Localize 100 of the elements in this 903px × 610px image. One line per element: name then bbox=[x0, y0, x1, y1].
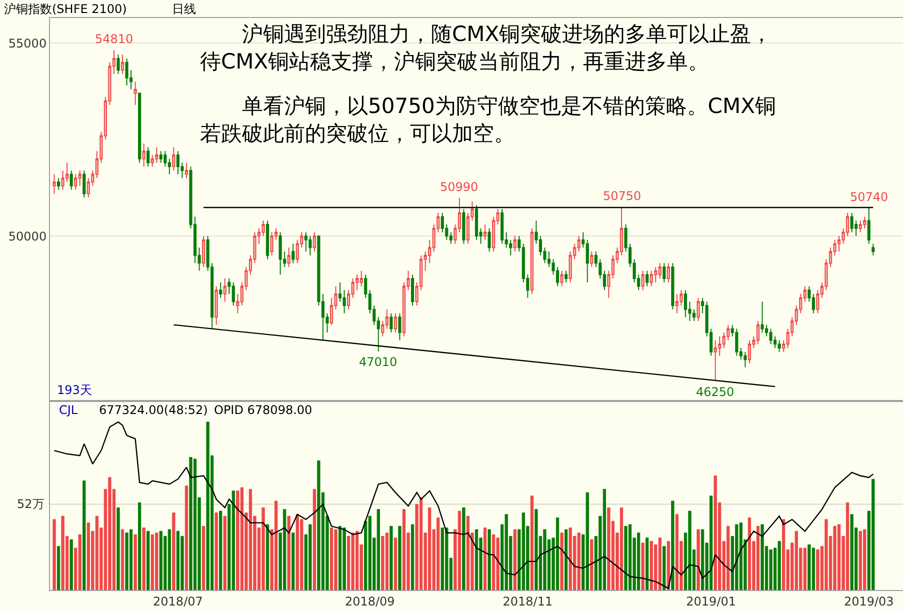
bar bbox=[700, 529, 704, 590]
candlestick bbox=[714, 340, 717, 382]
bar bbox=[607, 507, 610, 590]
annotation: 沪铜遇到强劲阻力，随CMX铜突破进场的多单可以止盈，待CMX铜站稳支撑，沪铜突破当前阻力，再重进多单。 bbox=[200, 22, 772, 74]
candlestick bbox=[351, 278, 354, 298]
bar bbox=[662, 546, 666, 590]
bar bbox=[287, 516, 290, 590]
candlestick bbox=[650, 270, 653, 287]
bar bbox=[308, 524, 312, 590]
annotation: 193天 bbox=[57, 383, 92, 397]
candlestick bbox=[138, 92, 142, 164]
bar bbox=[769, 549, 772, 590]
bar bbox=[317, 460, 320, 590]
candlestick bbox=[270, 232, 274, 256]
bar bbox=[658, 538, 662, 590]
candlestick bbox=[500, 208, 504, 244]
bar bbox=[778, 541, 781, 590]
candlestick bbox=[150, 154, 154, 168]
candlestick bbox=[590, 251, 594, 268]
candlestick bbox=[292, 243, 295, 264]
candlestick bbox=[488, 228, 491, 252]
candlestick bbox=[824, 258, 828, 291]
candlestick bbox=[646, 270, 649, 287]
bar bbox=[236, 490, 240, 590]
candlestick bbox=[300, 232, 304, 248]
candlestick bbox=[790, 316, 794, 337]
ref-line-label: 52万 bbox=[17, 497, 44, 511]
bar bbox=[146, 530, 150, 590]
candlestick bbox=[744, 351, 747, 368]
y-tick-label: 50000 bbox=[8, 229, 47, 244]
candlestick bbox=[748, 340, 751, 364]
bar bbox=[184, 486, 188, 590]
candlestick bbox=[248, 254, 252, 276]
bar bbox=[488, 529, 491, 590]
candlestick bbox=[436, 212, 440, 233]
bar bbox=[232, 490, 235, 590]
candlestick bbox=[253, 232, 256, 264]
bar bbox=[586, 492, 589, 590]
bar bbox=[82, 480, 86, 590]
bar bbox=[496, 538, 500, 590]
candlestick bbox=[607, 270, 610, 298]
candlestick bbox=[240, 282, 244, 306]
bar bbox=[138, 502, 142, 590]
bar bbox=[176, 530, 180, 590]
candlestick bbox=[867, 207, 870, 244]
candlestick bbox=[402, 282, 406, 337]
bar bbox=[134, 534, 137, 590]
candlestick bbox=[786, 328, 790, 348]
candlestick bbox=[415, 282, 418, 306]
candlestick bbox=[803, 286, 806, 302]
candlestick bbox=[641, 270, 644, 291]
candlestick bbox=[833, 239, 836, 256]
candlestick bbox=[769, 328, 772, 345]
bar bbox=[833, 526, 836, 590]
candlestick bbox=[696, 297, 700, 322]
bar bbox=[129, 529, 133, 590]
bar bbox=[846, 502, 850, 590]
bar bbox=[202, 526, 206, 590]
candlestick bbox=[872, 243, 875, 256]
bar bbox=[338, 526, 342, 590]
bar bbox=[756, 526, 760, 590]
candlestick bbox=[846, 212, 850, 237]
bar bbox=[125, 532, 128, 590]
bar bbox=[219, 510, 222, 590]
candlestick bbox=[172, 146, 176, 171]
candlestick bbox=[398, 312, 402, 341]
candlestick bbox=[837, 236, 841, 252]
candlestick bbox=[184, 162, 188, 179]
candlestick bbox=[828, 247, 832, 268]
candlestick bbox=[671, 262, 674, 310]
bar bbox=[142, 528, 146, 590]
candlestick bbox=[56, 178, 60, 190]
bar bbox=[398, 526, 402, 590]
annotation: 47010 bbox=[359, 355, 398, 369]
candlestick bbox=[91, 170, 94, 186]
bar bbox=[381, 536, 384, 590]
candlestick bbox=[223, 278, 226, 302]
candlestick bbox=[782, 340, 786, 352]
candlestick bbox=[666, 262, 670, 283]
candlestick bbox=[662, 262, 666, 283]
candlestick bbox=[428, 239, 432, 264]
annotation: 50990 bbox=[440, 180, 478, 194]
bar bbox=[824, 519, 828, 590]
bar bbox=[189, 457, 192, 590]
bar bbox=[385, 532, 389, 590]
candlestick bbox=[420, 254, 423, 291]
candlestick bbox=[722, 332, 726, 348]
bar bbox=[330, 528, 334, 590]
candlestick bbox=[483, 224, 487, 240]
candlestick bbox=[850, 212, 854, 233]
bar bbox=[530, 496, 534, 590]
bar bbox=[602, 488, 606, 590]
bar bbox=[223, 516, 226, 590]
candlestick bbox=[858, 220, 862, 233]
candlestick bbox=[134, 81, 137, 106]
candlestick bbox=[654, 266, 658, 283]
bar bbox=[342, 528, 346, 590]
candlestick bbox=[146, 146, 150, 168]
bar bbox=[688, 510, 692, 590]
bar bbox=[116, 507, 120, 590]
